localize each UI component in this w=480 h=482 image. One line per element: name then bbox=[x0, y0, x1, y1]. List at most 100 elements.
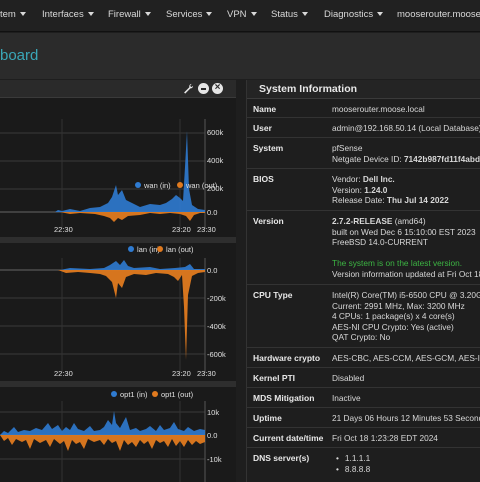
legend-lan-out: lan (out) bbox=[166, 245, 194, 254]
bios-vendor-label: Vendor: bbox=[332, 174, 363, 184]
y-tick: -200k bbox=[207, 294, 226, 303]
info-row-datetime: Current date/time Fri Oct 18 1:23:28 EDT… bbox=[247, 428, 480, 448]
device-id-line: Netgate Device ID: 7142b987fd11f4abd5 bbox=[332, 154, 480, 165]
page-header: board bbox=[0, 33, 480, 79]
chevron-down-icon bbox=[87, 12, 94, 17]
x-tick: 22:30 bbox=[54, 369, 73, 378]
graph-divider bbox=[0, 381, 236, 387]
opt1-graph-canvas: opt1 (in) opt1 (out) 10k 0.0 -10k bbox=[0, 390, 222, 482]
close-icon[interactable]: × bbox=[212, 82, 223, 94]
info-row-user: User admin@192.168.50.14 (Local Database… bbox=[247, 118, 480, 138]
y-tick: -600k bbox=[207, 350, 226, 359]
wrench-icon[interactable] bbox=[183, 83, 194, 94]
device-id-label: Netgate Device ID: bbox=[332, 153, 404, 164]
row-value: Inactive bbox=[332, 393, 361, 403]
nav-status-menu[interactable]: Status bbox=[271, 9, 308, 20]
row-label: BIOS bbox=[253, 174, 274, 184]
nav-interfaces-menu[interactable]: Interfaces bbox=[42, 9, 94, 20]
legend-in-dot bbox=[135, 182, 141, 188]
row-value: 1.1.1.1 8.8.8.8 bbox=[332, 453, 370, 474]
info-row-mds: MDS Mitigation Inactive bbox=[247, 388, 480, 408]
legend-in-dot bbox=[128, 246, 134, 252]
lan-graph-canvas: lan (in) lan (out) 0.0 -200k -400k -600k… bbox=[0, 245, 226, 378]
row-label: Version bbox=[253, 216, 284, 226]
bios-vendor: Vendor: Dell Inc. bbox=[332, 174, 449, 185]
bios-version-label: Version: bbox=[332, 184, 365, 195]
system-information-title: System Information bbox=[247, 80, 480, 99]
cpu-qat: QAT Crypto: No bbox=[332, 332, 391, 343]
opt1-out-area bbox=[0, 435, 205, 451]
version-release-line: 2.7.2-RELEASE (amd64) bbox=[332, 216, 480, 227]
x-tick: 23:20 bbox=[172, 225, 191, 234]
bios-date-value: Thu Jul 14 2022 bbox=[386, 195, 449, 206]
dns-server-list: 1.1.1.1 8.8.8.8 bbox=[332, 453, 370, 474]
system-information-panel: System Information Name mooserouter.moos… bbox=[246, 80, 480, 482]
nav-system-menu[interactable]: tem bbox=[0, 9, 26, 20]
y-tick: 600k bbox=[207, 128, 224, 137]
row-label: Name bbox=[253, 104, 277, 114]
traffic-graphs-header: × bbox=[0, 80, 236, 98]
nav-label: tem bbox=[0, 9, 16, 20]
nav-label: Services bbox=[166, 9, 203, 20]
cpu-frequency: Current: 2991 MHz, Max: 3200 MHz bbox=[332, 300, 465, 311]
wan-traffic-graph: wan (in) wan (out) 600k 400k 200k 0.0 22… bbox=[0, 99, 236, 237]
info-row-version: Version 2.7.2-RELEASE (amd64) built on W… bbox=[247, 211, 480, 285]
bios-version: Version: 1.24.0 bbox=[332, 185, 449, 196]
chevron-down-icon bbox=[301, 12, 308, 17]
y-tick: 0.0 bbox=[207, 266, 217, 275]
info-row-system: System pfSense Netgate Device ID: 7142b9… bbox=[247, 138, 480, 169]
opt1-in-area bbox=[0, 411, 205, 435]
x-tick: 23:20 bbox=[172, 369, 191, 378]
bios-date: Release Date: Thu Jul 14 2022 bbox=[332, 195, 449, 206]
y-tick: 200k bbox=[207, 184, 224, 193]
row-value: Disabled bbox=[332, 373, 365, 383]
row-value: admin@192.168.50.14 (Local Database) bbox=[332, 123, 480, 133]
cpu-model: Intel(R) Core(TM) i5-6500 CPU @ 3.20GHz bbox=[332, 290, 480, 300]
cpu-count: 4 CPUs: 1 package(s) x 4 core(s) bbox=[332, 311, 455, 322]
bios-version-value: 1.24.0 bbox=[364, 184, 388, 195]
row-label: Hardware crypto bbox=[253, 353, 321, 363]
legend-lan-in: lan (in) bbox=[137, 245, 160, 254]
legend-out-dot bbox=[177, 182, 183, 188]
dns-server-item: 8.8.8.8 bbox=[332, 464, 370, 475]
dns-server-item: 1.1.1.1 bbox=[332, 453, 370, 464]
nav-label: Diagnostics bbox=[324, 9, 374, 20]
row-value: Vendor: Dell Inc. Version: 1.24.0 Releas… bbox=[332, 174, 449, 206]
nav-services-menu[interactable]: Services bbox=[166, 9, 213, 20]
cpu-aesni: AES-NI CPU Crypto: Yes (active) bbox=[332, 321, 454, 332]
minimize-icon[interactable] bbox=[198, 83, 209, 94]
y-tick: -400k bbox=[207, 322, 226, 331]
version-updated: Version information updated at Fri Oct 1… bbox=[332, 268, 480, 279]
nav-vpn-menu[interactable]: VPN bbox=[227, 9, 257, 20]
chevron-down-icon bbox=[250, 12, 257, 17]
y-tick: -10k bbox=[207, 455, 222, 464]
nav-diagnostics-menu[interactable]: Diagnostics bbox=[324, 9, 384, 20]
chevron-down-icon bbox=[144, 12, 151, 17]
row-value: mooserouter.moose.local bbox=[332, 104, 425, 114]
nav-label: Interfaces bbox=[42, 9, 84, 20]
bios-date-label: Release Date: bbox=[332, 195, 387, 206]
bios-vendor-value: Dell Inc. bbox=[362, 174, 395, 184]
info-row-name: Name mooserouter.moose.local bbox=[247, 99, 480, 118]
nav-label: VPN bbox=[227, 9, 247, 20]
row-value: 2.7.2-RELEASE (amd64) built on Wed Dec 6… bbox=[332, 216, 480, 280]
row-label: System bbox=[253, 143, 284, 153]
opt1-traffic-graph: opt1 (in) opt1 (out) 10k 0.0 -10k bbox=[0, 387, 236, 482]
y-tick: 0.0 bbox=[207, 208, 217, 217]
y-tick: 10k bbox=[207, 408, 219, 417]
version-status: The system is on the latest version. bbox=[332, 258, 463, 269]
x-tick: 23:30 bbox=[197, 225, 216, 234]
legend-out-dot bbox=[152, 391, 158, 397]
nav-firewall-menu[interactable]: Firewall bbox=[108, 9, 151, 20]
version-freebsd: FreeBSD 14.0-CURRENT bbox=[332, 237, 428, 248]
info-row-hardware-crypto: Hardware crypto AES-CBC, AES-CCM, AES-GC… bbox=[247, 348, 480, 368]
row-value: Intel(R) Core(TM) i5-6500 CPU @ 3.20GHz … bbox=[332, 290, 480, 343]
row-label: Current date/time bbox=[253, 433, 324, 443]
row-value: pfSense Netgate Device ID: 7142b987fd11f… bbox=[332, 143, 480, 164]
top-navbar: tem Interfaces Firewall Services VPN Sta… bbox=[0, 0, 480, 32]
legend-in-dot bbox=[111, 391, 117, 397]
chevron-down-icon bbox=[19, 12, 26, 17]
legend-wan-out: wan (out) bbox=[185, 181, 218, 190]
x-tick: 23:30 bbox=[197, 369, 216, 378]
x-tick: 22:30 bbox=[54, 225, 73, 234]
